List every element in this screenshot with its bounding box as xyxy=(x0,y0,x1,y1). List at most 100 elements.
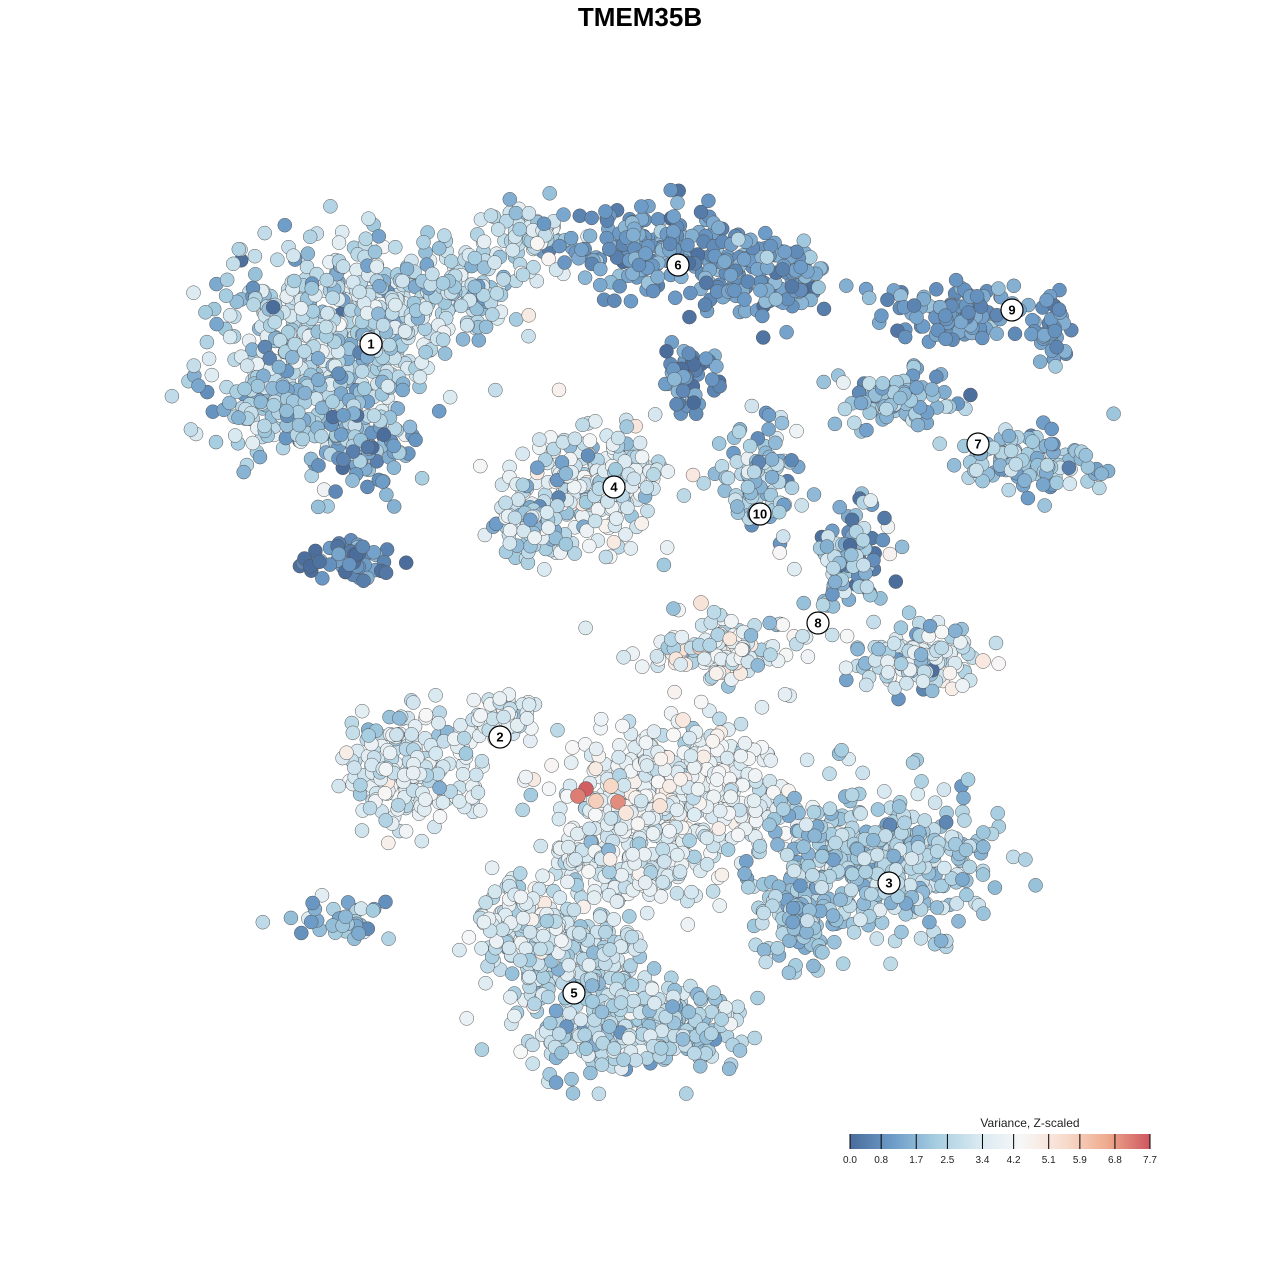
cluster-label-text: 5 xyxy=(570,986,577,1001)
cell-point xyxy=(770,837,785,852)
cell-point xyxy=(593,261,608,277)
cell-point xyxy=(201,351,217,367)
cell-point xyxy=(906,298,922,313)
cell-point xyxy=(775,529,791,544)
cell-point xyxy=(386,438,402,454)
cell-point xyxy=(645,283,661,299)
cell-point xyxy=(360,439,376,455)
cell-point xyxy=(574,242,589,257)
cell-point xyxy=(929,900,945,915)
cell-point xyxy=(699,830,715,846)
cell-point xyxy=(592,277,608,293)
cell-point xyxy=(882,546,898,562)
cell-point xyxy=(314,429,329,444)
cell-point xyxy=(455,332,471,347)
cell-point xyxy=(335,259,351,274)
cell-point xyxy=(779,324,794,340)
cell-point xyxy=(901,605,917,620)
cell-point xyxy=(958,842,974,858)
cluster-label-text: 2 xyxy=(496,730,503,745)
cell-point xyxy=(669,886,685,901)
cell-point xyxy=(814,880,829,895)
cell-point xyxy=(910,417,926,433)
cell-point xyxy=(452,942,467,958)
cell-point xyxy=(239,358,255,373)
cell-point xyxy=(331,778,346,794)
cell-point xyxy=(530,236,545,251)
cell-point xyxy=(619,419,634,434)
cell-point xyxy=(859,677,874,693)
cell-point xyxy=(602,864,617,880)
cell-point xyxy=(382,337,397,353)
cell-point xyxy=(431,241,447,256)
cell-point xyxy=(513,889,529,905)
cell-point xyxy=(487,255,502,270)
cell-point xyxy=(665,999,680,1014)
cell-point xyxy=(956,790,971,806)
cell-point xyxy=(485,307,500,322)
cell-point xyxy=(793,259,808,275)
cell-point xyxy=(526,260,541,275)
cell-point xyxy=(660,464,676,479)
cell-point xyxy=(793,878,808,893)
cell-point xyxy=(687,1046,702,1061)
cell-point xyxy=(286,273,302,289)
cell-point xyxy=(696,476,712,491)
cell-point xyxy=(271,359,287,375)
cell-point xyxy=(883,956,898,972)
cell-point xyxy=(459,1011,474,1026)
cell-point xyxy=(1048,359,1063,374)
cell-point xyxy=(222,308,238,323)
cell-point xyxy=(681,1004,697,1020)
cell-point xyxy=(453,298,469,314)
cell-point xyxy=(277,217,293,233)
cell-point xyxy=(231,410,246,425)
cell-point xyxy=(558,466,574,481)
cell-point xyxy=(886,636,902,651)
cell-point xyxy=(362,800,378,816)
cell-point xyxy=(625,847,640,862)
cell-point xyxy=(286,248,301,263)
cell-point xyxy=(866,832,881,848)
cell-point xyxy=(437,346,453,361)
cell-point xyxy=(880,292,895,308)
cell-point xyxy=(948,272,964,288)
cell-point xyxy=(285,350,300,365)
cell-point xyxy=(402,419,418,435)
cell-point xyxy=(704,372,720,387)
cell-point xyxy=(746,793,762,808)
cell-point xyxy=(975,330,990,346)
cell-point xyxy=(795,628,810,644)
cell-point xyxy=(659,540,675,555)
cell-point xyxy=(584,210,599,226)
cell-point xyxy=(515,477,531,493)
cluster-label-text: 3 xyxy=(885,876,892,891)
cell-point xyxy=(331,235,347,250)
cell-point xyxy=(518,769,534,785)
legend-colorbar xyxy=(850,1134,1150,1149)
cell-point xyxy=(325,394,340,409)
cell-point xyxy=(770,940,785,956)
cell-point xyxy=(541,520,556,535)
cell-point xyxy=(338,909,353,925)
cell-point xyxy=(634,449,650,465)
cluster-label: 7 xyxy=(966,432,990,456)
cell-point xyxy=(222,329,238,345)
cell-point xyxy=(487,884,503,899)
cell-point xyxy=(623,293,639,309)
cell-point xyxy=(473,708,488,723)
cluster-label-text: 7 xyxy=(974,437,981,452)
cell-point xyxy=(861,290,877,306)
cell-point xyxy=(582,228,598,244)
cell-point xyxy=(722,631,738,647)
cell-point xyxy=(320,306,335,321)
cell-point xyxy=(1001,428,1017,444)
cell-point xyxy=(357,381,372,396)
cell-point xyxy=(819,539,835,554)
cell-point xyxy=(891,799,907,814)
cell-point xyxy=(1061,460,1077,476)
cell-point xyxy=(530,460,545,475)
cell-point xyxy=(432,809,448,824)
cell-point xyxy=(1044,421,1059,437)
cell-point xyxy=(922,914,937,930)
